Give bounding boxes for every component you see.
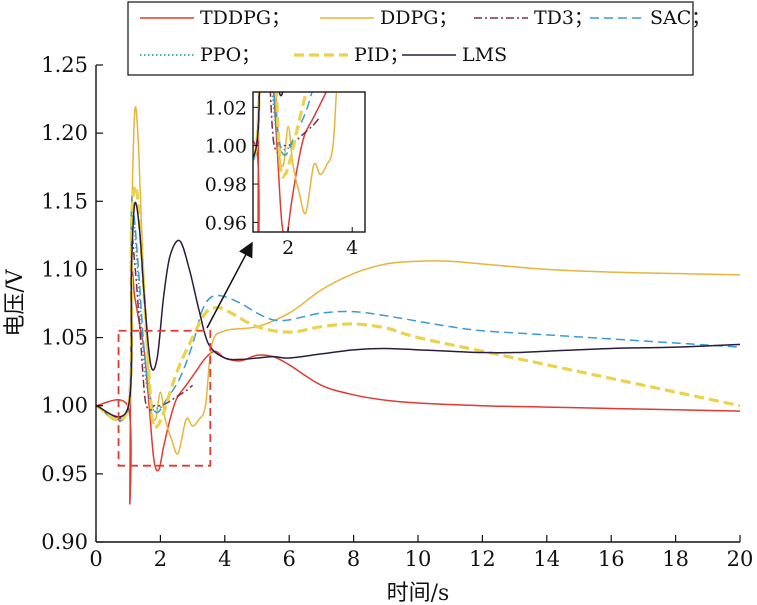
series-line-ddpg [96, 106, 740, 455]
legend-label-sac: SAC； [650, 7, 710, 29]
legend-label-pid: PID； [354, 44, 409, 66]
legend: TDDPG； DDPG； TD3； SAC； PPO； PID； LMS [127, 1, 710, 76]
y-tick-label: 1.10 [41, 257, 88, 281]
series-line-ppo [96, 201, 165, 422]
series-line-td3 [96, 238, 194, 420]
y-tick-label: 1.25 [41, 53, 88, 77]
x-ticks: 0 2 4 6 8 10 12 14 16 18 20 [89, 535, 753, 571]
inset-series-line-tddpg [253, 92, 327, 232]
zoom-arrow [206, 241, 253, 329]
y-tick-label: 0.90 [41, 530, 88, 554]
inset-frame [252, 91, 366, 233]
series-line-tddpg [96, 268, 740, 505]
x-tick-label: 18 [662, 547, 689, 571]
series-line-sac [96, 194, 740, 423]
inset-y-tick-label: 1.02 [205, 97, 247, 119]
y-tick-label: 0.95 [41, 462, 88, 486]
inset-y-tick-label: 0.98 [205, 174, 247, 196]
x-tick-label: 4 [218, 547, 231, 571]
x-tick-label: 14 [533, 547, 560, 571]
inset-series-line-ddpg [253, 92, 338, 215]
legend-label-td3: TD3； [534, 7, 593, 29]
y-tick-label: 1.05 [41, 326, 88, 350]
y-axis-title: 电压/V [3, 268, 28, 336]
inset-x-tick-label: 4 [346, 237, 358, 259]
x-tick-label: 2 [154, 547, 167, 571]
inset-series-line-td3 [253, 92, 321, 160]
inset-y-tick-label: 1.00 [205, 136, 247, 158]
x-axis-title: 时间/s [387, 581, 450, 605]
inset-background [252, 91, 366, 233]
x-tick-label: 0 [89, 547, 102, 571]
x-tick-label: 20 [727, 547, 754, 571]
zoom-region-box [117, 329, 212, 467]
inset-y-tick-label: 0.96 [205, 212, 247, 234]
y-tick-label: 1.15 [41, 189, 88, 213]
x-tick-label: 10 [405, 547, 432, 571]
series-line-lms [96, 201, 740, 418]
x-tick-label: 6 [283, 547, 296, 571]
series-line-pid [96, 184, 740, 430]
x-tick-label: 16 [598, 547, 625, 571]
inset-y-ticks: 1.02 1.00 0.98 0.96 [205, 97, 258, 234]
legend-label-ppo: PPO； [200, 44, 260, 66]
legend-box [127, 1, 694, 76]
legend-label-tddpg: TDDPG； [200, 7, 290, 29]
y-ticks: 0.90 0.95 1.00 1.05 1.10 1.15 1.20 1.25 [41, 53, 103, 554]
legend-label-ddpg: DDPG； [380, 7, 457, 29]
x-tick-label: 12 [469, 547, 496, 571]
legend-label-lms: LMS [462, 44, 507, 66]
x-tick-label: 8 [347, 547, 360, 571]
series-layer [96, 106, 740, 505]
inset-series-layer [253, 92, 338, 232]
y-tick-label: 1.20 [41, 121, 88, 145]
axes [95, 65, 740, 543]
inset-x-tick-label: 2 [282, 237, 294, 259]
y-tick-label: 1.00 [41, 394, 88, 418]
